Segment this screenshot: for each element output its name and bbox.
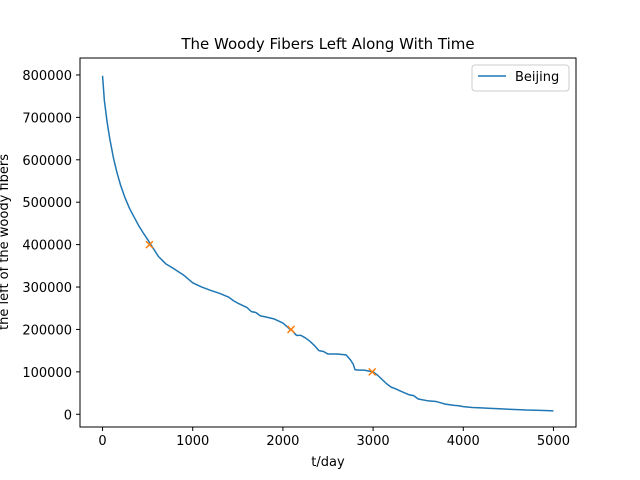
chart-title: The Woody Fibers Left Along With Time <box>180 35 474 53</box>
x-tick-label: 5000 <box>537 434 570 449</box>
y-tick-label: 400000 <box>22 239 72 254</box>
y-axis: 0 100000 200000 300000 400000 500000 600000 700… <box>22 69 80 423</box>
x-tick-label: 4000 <box>447 434 480 449</box>
y-tick-label: 200000 <box>22 323 72 338</box>
plot-area: 0 1000 2000 3000 4000 5000 0 100000 200000 30000… <box>22 57 577 449</box>
x-axis: 0 1000 2000 3000 4000 5000 <box>98 427 570 449</box>
y-tick-label: 100000 <box>22 366 72 381</box>
x-tick-label: 3000 <box>357 434 390 449</box>
series-layer <box>101 75 554 412</box>
series-line-0 <box>101 75 554 412</box>
legend: Beijing <box>471 64 570 92</box>
y-tick-label: 700000 <box>22 111 72 126</box>
y-tick-label: 0 <box>64 408 72 423</box>
legend-box <box>471 64 570 92</box>
x-marker <box>368 367 377 376</box>
y-tick-label: 500000 <box>22 196 72 211</box>
x-axis-label: t/day <box>311 455 345 470</box>
x-tick-label: 1000 <box>176 434 209 449</box>
x-marker <box>286 325 296 334</box>
x-marker <box>145 240 154 249</box>
y-tick-label: 800000 <box>22 69 72 84</box>
y-axis-label: the left of the woody fibers <box>0 154 12 330</box>
y-tick-label: 300000 <box>22 281 72 296</box>
x-tick-label: 0 <box>98 434 106 449</box>
legend-label-beijing: Beijing <box>515 70 559 85</box>
marker-layer <box>145 240 377 376</box>
plot-frame <box>79 57 577 428</box>
x-tick-label: 2000 <box>266 434 299 449</box>
y-tick-label: 600000 <box>22 154 72 169</box>
